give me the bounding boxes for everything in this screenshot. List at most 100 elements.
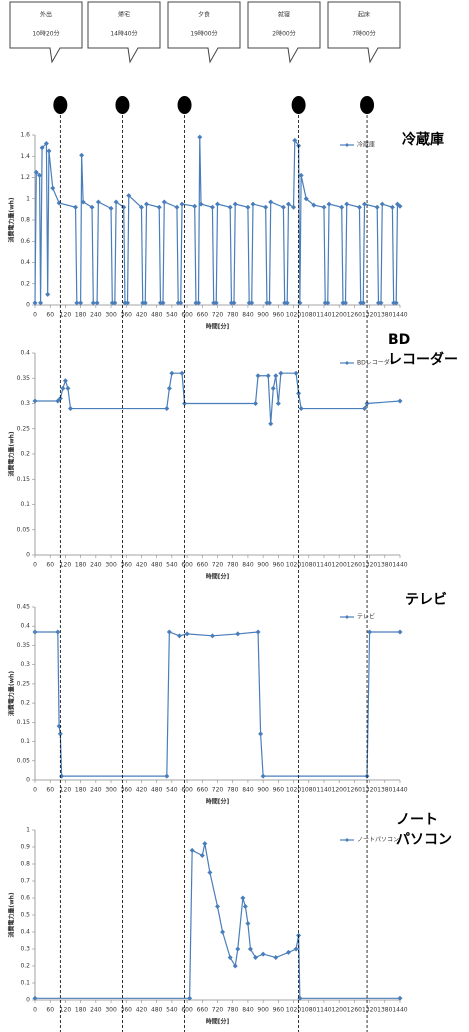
y-tick-label: 0 <box>26 552 30 559</box>
data-point <box>95 199 101 205</box>
x-tick-label: 1200 <box>332 312 347 319</box>
data-point <box>268 199 274 205</box>
data-point <box>179 370 185 376</box>
data-point <box>32 995 38 1001</box>
y-tick-label: 0.15 <box>17 719 31 726</box>
x-axis-label: 時間[分] <box>206 1018 230 1026</box>
y-tick-label: 0.05 <box>17 526 31 533</box>
data-point <box>284 300 290 306</box>
data-point <box>126 193 132 199</box>
x-tick-label: 780 <box>227 787 239 794</box>
chart-title: ノート パソコン <box>396 812 452 848</box>
x-tick-label: 1140 <box>316 787 331 794</box>
x-tick-label: 1020 <box>286 787 301 794</box>
data-point <box>213 300 219 306</box>
data-point <box>39 145 45 151</box>
x-tick-label: 240 <box>90 562 102 569</box>
data-point <box>367 629 373 635</box>
data-point <box>220 929 226 935</box>
chart-title: BD レコーダー <box>388 332 458 368</box>
data-point <box>249 300 255 306</box>
y-tick-label: 0 <box>26 997 30 1004</box>
data-point <box>344 201 350 207</box>
data-point <box>358 300 364 306</box>
y-tick-label: 0.7 <box>20 878 30 885</box>
data-point <box>160 300 166 306</box>
x-tick-label: 900 <box>257 787 269 794</box>
data-point <box>322 300 328 306</box>
y-tick-label: 0.6 <box>20 895 30 902</box>
data-point <box>265 373 271 379</box>
data-point <box>199 853 205 858</box>
event-time: 7時00分 <box>352 30 375 38</box>
x-tick-label: 900 <box>257 312 269 319</box>
data-point <box>264 300 270 306</box>
data-point <box>268 421 274 427</box>
data-point <box>59 773 65 779</box>
x-tick-label: 180 <box>75 562 87 569</box>
x-tick-label: 540 <box>166 562 178 569</box>
data-point <box>275 401 281 406</box>
y-tick-label: 1 <box>26 827 30 834</box>
y-tick-label: 0 <box>26 302 30 309</box>
data-point <box>379 201 385 207</box>
x-tick-label: 360 <box>121 787 133 794</box>
y-tick-label: 0.3 <box>20 400 30 407</box>
x-tick-label: 600 <box>181 312 193 319</box>
data-point <box>391 300 397 306</box>
y-tick-label: 0.45 <box>17 604 31 611</box>
y-axis-label: 消費電力量(wh) <box>8 197 16 243</box>
data-point <box>362 201 368 207</box>
y-tick-label: 0 <box>26 777 30 784</box>
data-point <box>197 134 203 140</box>
legend-marker <box>345 143 349 147</box>
legend-label: 冷蔵庫 <box>357 141 375 149</box>
event-time: 10時20分 <box>32 30 59 38</box>
data-point <box>291 204 297 210</box>
x-tick-label: 960 <box>273 787 285 794</box>
y-tick-label: 0.2 <box>20 700 30 707</box>
data-point <box>164 406 170 412</box>
y-tick-label: 0.25 <box>17 680 31 687</box>
y-axis-label: 消費電力量(wh) <box>8 892 16 938</box>
x-tick-label: 1320 <box>362 1007 377 1014</box>
data-point <box>178 300 184 306</box>
data-point <box>247 946 253 952</box>
data-point <box>89 204 95 210</box>
y-tick-label: 0.2 <box>20 280 30 287</box>
x-tick-label: 1080 <box>301 787 316 794</box>
y-tick-label: 1 <box>26 195 30 202</box>
data-point <box>397 398 403 404</box>
x-tick-label: 480 <box>151 787 163 794</box>
x-tick-label: 540 <box>166 1007 178 1014</box>
legend-marker <box>345 615 349 619</box>
x-tick-label: 780 <box>227 1007 239 1014</box>
callout <box>167 1 241 64</box>
data-point <box>65 385 71 391</box>
data-point <box>57 731 63 737</box>
series-line <box>35 843 400 999</box>
data-point <box>144 201 150 207</box>
x-tick-label: 900 <box>257 562 269 569</box>
y-tick-label: 0.4 <box>20 350 30 357</box>
x-tick-label: 1200 <box>332 787 347 794</box>
data-point <box>242 904 248 909</box>
data-point <box>232 963 238 969</box>
y-tick-label: 0.4 <box>20 259 30 266</box>
data-point <box>112 300 118 306</box>
x-tick-label: 1320 <box>362 787 377 794</box>
x-tick-label: 720 <box>212 1007 224 1014</box>
y-tick-label: 0.4 <box>20 623 30 630</box>
x-tick-label: 720 <box>212 787 224 794</box>
x-tick-label: 120 <box>60 1007 72 1014</box>
data-point <box>374 204 380 210</box>
x-tick-label: 1260 <box>347 787 362 794</box>
data-point <box>364 401 370 406</box>
x-tick-label: 420 <box>136 787 148 794</box>
data-point <box>113 199 119 205</box>
data-point <box>55 398 61 404</box>
data-point <box>235 946 241 952</box>
data-point <box>184 631 190 637</box>
